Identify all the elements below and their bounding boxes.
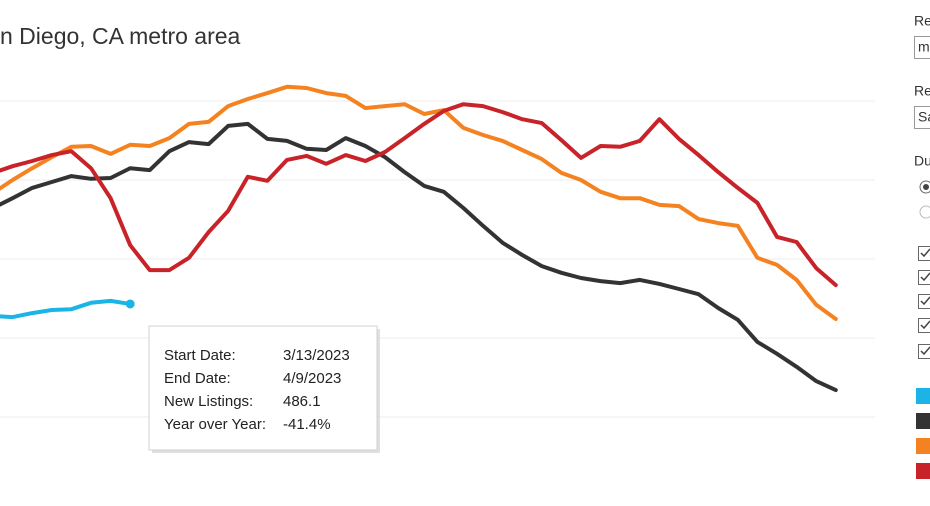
tooltip-label: Start Date: bbox=[164, 347, 236, 364]
checkbox[interactable] bbox=[918, 318, 930, 333]
tooltip-value: -41.4% bbox=[283, 416, 331, 433]
legend-swatch bbox=[916, 438, 930, 454]
tooltip-value: 4/9/2023 bbox=[283, 370, 341, 387]
tooltip-value: 3/13/2023 bbox=[283, 347, 350, 364]
label: Du bbox=[914, 153, 930, 169]
label: Re bbox=[914, 13, 930, 29]
tooltip-label: Year over Year: bbox=[164, 416, 266, 433]
check-mark bbox=[920, 320, 930, 330]
dropdown-value: Sa bbox=[918, 109, 930, 125]
check-mark bbox=[920, 296, 930, 306]
tooltip-label: End Date: bbox=[164, 370, 231, 387]
dropdown-value: m bbox=[918, 39, 930, 55]
series-line bbox=[0, 84, 838, 321]
checkbox[interactable] bbox=[918, 294, 930, 309]
series-line bbox=[0, 102, 838, 288]
legend-swatch bbox=[916, 463, 930, 479]
dropdown[interactable] bbox=[914, 36, 930, 59]
plot bbox=[0, 84, 875, 418]
legend-swatch bbox=[916, 413, 930, 429]
radio-dot bbox=[923, 184, 929, 190]
checkbox[interactable] bbox=[918, 270, 930, 285]
tooltip-value: 486.1 bbox=[283, 393, 321, 410]
check-mark bbox=[920, 272, 930, 282]
checkbox[interactable] bbox=[918, 344, 930, 359]
tooltip-box bbox=[148, 325, 378, 451]
check-mark bbox=[920, 248, 930, 258]
chart-title: n Diego, CA metro area bbox=[0, 23, 241, 49]
label: Re bbox=[914, 83, 930, 99]
series-line bbox=[0, 121, 838, 393]
tooltip-label: New Listings: bbox=[164, 393, 253, 410]
check-mark bbox=[920, 346, 930, 356]
highlight-point bbox=[125, 299, 135, 309]
series-line bbox=[0, 298, 133, 320]
tooltip: Start Date: 3/13/2023 End Date: 4/9/2023 New… bbox=[148, 325, 380, 453]
radio[interactable] bbox=[919, 205, 930, 219]
legend-swatch bbox=[916, 388, 930, 404]
checkbox[interactable] bbox=[918, 246, 930, 261]
dropdown[interactable] bbox=[914, 106, 930, 129]
side-panel: Re m Re Sa Du bbox=[914, 13, 930, 479]
